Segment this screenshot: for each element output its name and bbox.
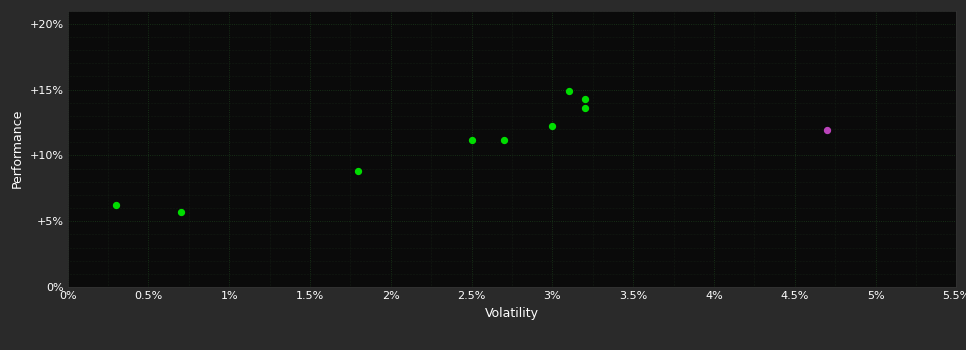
Point [173,209,188,215]
Point [819,127,835,133]
Y-axis label: Performance: Performance [11,109,24,188]
Point [108,203,124,208]
Point [577,105,592,111]
Point [577,96,592,101]
Point [545,124,560,129]
X-axis label: Volatility: Volatility [485,307,539,320]
Point [497,137,512,142]
Point [464,137,479,142]
Point [561,88,577,93]
Point [351,168,366,174]
